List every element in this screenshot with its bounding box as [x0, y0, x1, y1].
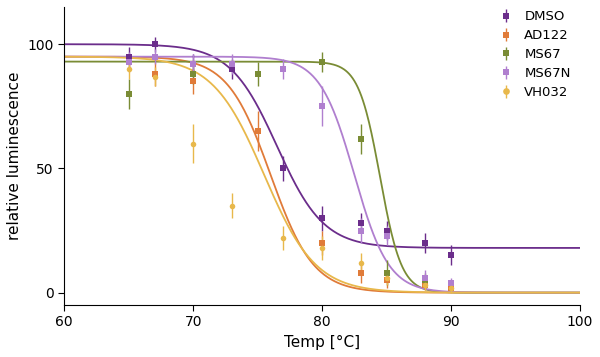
Y-axis label: relative luminescence: relative luminescence	[7, 72, 22, 240]
X-axis label: Temp [°C]: Temp [°C]	[284, 335, 360, 350]
Legend: DMSO, AD122, MS67, MS67N, VH032: DMSO, AD122, MS67, MS67N, VH032	[491, 7, 573, 102]
